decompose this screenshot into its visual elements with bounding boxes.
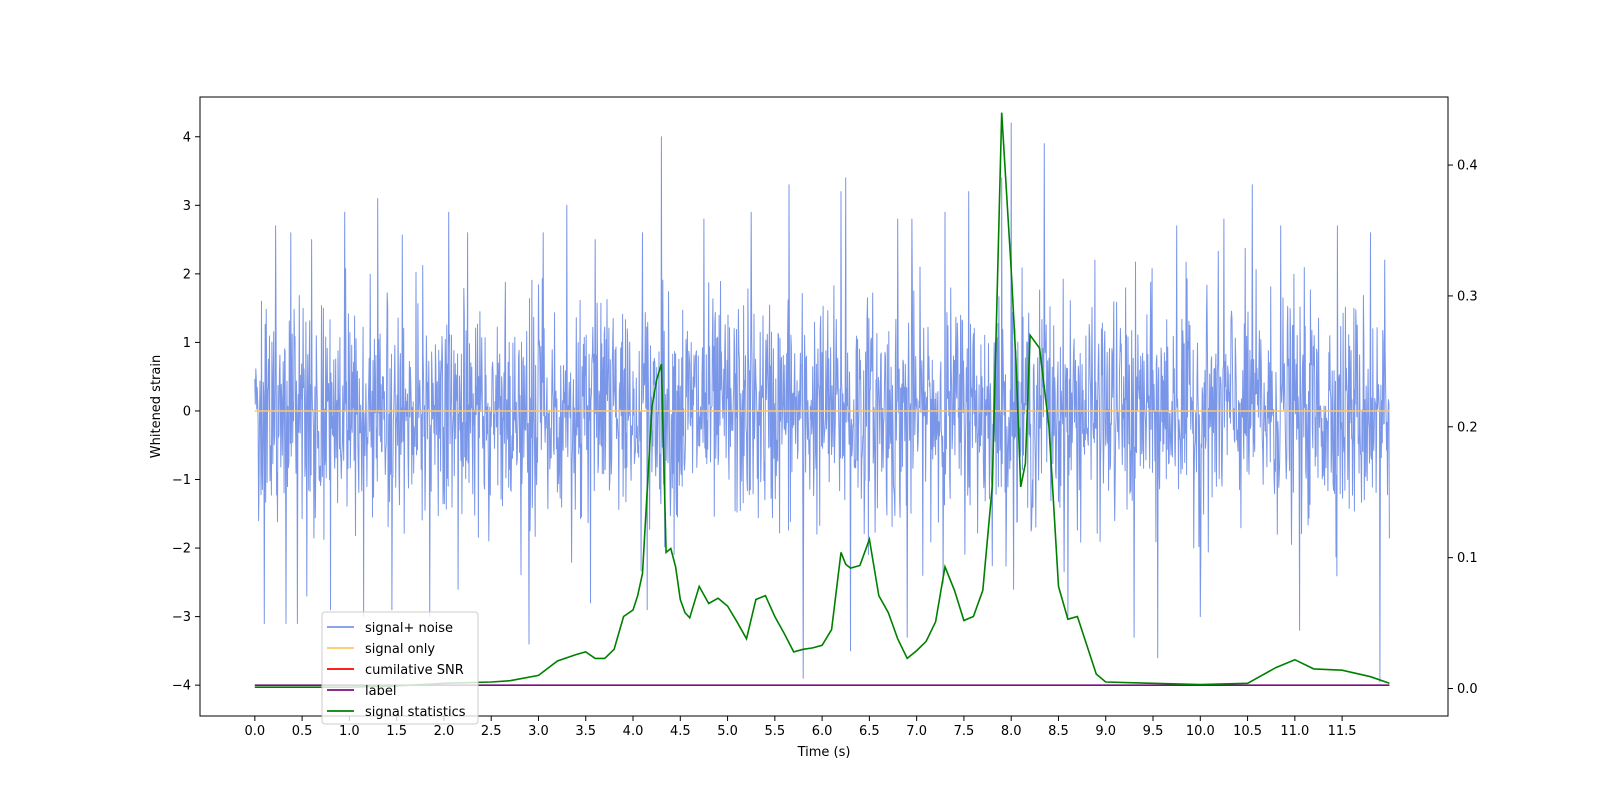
y2-tick-label: 0.3 — [1457, 289, 1478, 304]
x-tick-label: 6.5 — [859, 724, 880, 739]
legend-entry: signal+ noise — [365, 621, 453, 636]
x-tick-label: 9.0 — [1095, 724, 1116, 739]
axes: 0.0 0.5 1.0 1.5 2.0 2.5 3.0 3.5 4.0 4.5 5.0 5.5 6.0 6… — [172, 96, 1478, 739]
series-line-signal-noise — [254, 122, 1390, 683]
legend-box — [321, 611, 479, 725]
y-tick-label: 4 — [183, 130, 191, 145]
x-tick-label: 8.0 — [1001, 724, 1022, 739]
x-tick-label: 4.0 — [623, 724, 644, 739]
x-tick-label: 0.5 — [292, 724, 313, 739]
y-tick-label: −2 — [172, 542, 191, 557]
y-tick-label: 1 — [183, 336, 191, 351]
legend-entry: label — [365, 684, 396, 699]
axes-frame — [199, 96, 1449, 717]
y-tick-label: −4 — [172, 679, 191, 694]
y-axis-label: Whitened strain — [149, 355, 164, 458]
x-tick-label: 10.0 — [1186, 724, 1215, 739]
legend-entry: signal statistics — [365, 705, 466, 720]
x-axis-label: Time (s) — [797, 745, 851, 760]
x-tick-label: 2.0 — [434, 724, 455, 739]
x-tick-label: 11.5 — [1328, 724, 1357, 739]
x-tick-label: 7.0 — [906, 724, 927, 739]
y-tick-label: −1 — [172, 473, 191, 488]
x-tick-label: 2.5 — [481, 724, 502, 739]
legend-entry: signal only — [365, 642, 435, 657]
y-tick-label: 2 — [183, 267, 191, 282]
y-tick-label: 3 — [183, 199, 191, 214]
series-line-signal-statistics — [254, 112, 1390, 688]
x-tick-label: 10.5 — [1233, 724, 1262, 739]
y-tick-label: −3 — [172, 610, 191, 625]
x-tick-label: 3.5 — [575, 724, 596, 739]
y2-tick-label: 0.0 — [1457, 682, 1478, 697]
x-tick-label: 7.5 — [954, 724, 975, 739]
x-tick-label: 9.5 — [1143, 724, 1164, 739]
x-tick-label: 5.0 — [717, 724, 738, 739]
x-tick-label: 1.5 — [386, 724, 407, 739]
x-tick-label: 5.5 — [764, 724, 785, 739]
y2-tick-label: 0.4 — [1457, 159, 1478, 174]
y2-tick-label: 0.1 — [1457, 551, 1478, 566]
legend-entry: cumilative SNR — [365, 663, 464, 678]
x-tick-label: 3.0 — [528, 724, 549, 739]
x-tick-label: 11.0 — [1280, 724, 1309, 739]
legend: signal+ noise signal only cumilative SNR la… — [321, 611, 479, 725]
x-tick-label: 0.0 — [244, 724, 265, 739]
y-tick-label: 0 — [183, 404, 191, 419]
x-tick-label: 6.0 — [812, 724, 833, 739]
y2-tick-label: 0.2 — [1457, 420, 1478, 435]
x-tick-label: 1.0 — [339, 724, 360, 739]
x-tick-label: 4.5 — [670, 724, 691, 739]
x-tick-label: 8.5 — [1048, 724, 1069, 739]
